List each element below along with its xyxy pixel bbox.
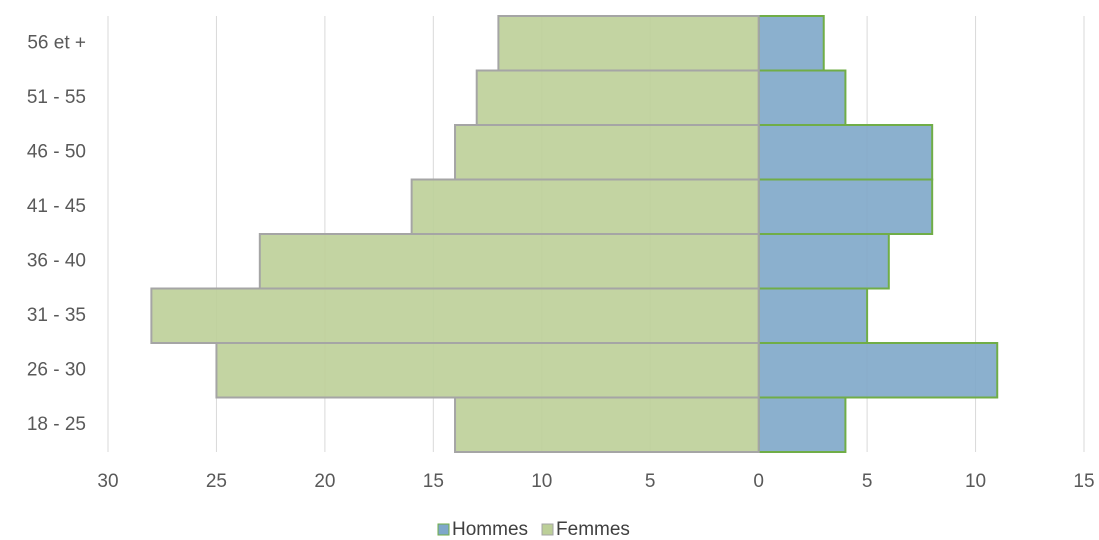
x-tick-label: 0 <box>753 471 764 492</box>
y-tick-label: 56 et + <box>27 32 86 53</box>
y-tick-label: 41 - 45 <box>27 196 86 217</box>
legend-label: Femmes <box>556 519 630 540</box>
y-tick-label: 18 - 25 <box>27 414 86 435</box>
x-tick-label: 10 <box>965 471 986 492</box>
bar <box>757 15 825 72</box>
bar <box>454 124 760 181</box>
y-tick-label: 46 - 50 <box>27 141 86 162</box>
y-tick-label: 31 - 35 <box>27 305 86 326</box>
bar <box>410 178 760 235</box>
bar <box>215 342 760 399</box>
x-tick-label: 15 <box>1073 471 1094 492</box>
x-tick-label: 5 <box>862 471 873 492</box>
x-tick-label: 30 <box>97 471 118 492</box>
bar <box>258 233 760 290</box>
bar <box>757 69 847 126</box>
bar <box>757 233 890 290</box>
x-tick-label: 15 <box>423 471 444 492</box>
y-tick-label: 36 - 40 <box>27 250 86 271</box>
bar <box>757 178 934 235</box>
bar <box>150 287 760 344</box>
bar <box>475 69 760 126</box>
bar <box>757 287 869 344</box>
y-tick-label: 26 - 30 <box>27 359 86 380</box>
x-tick-label: 5 <box>645 471 656 492</box>
x-tick-label: 25 <box>206 471 227 492</box>
bar <box>757 396 847 453</box>
bar <box>497 15 760 72</box>
bar <box>454 396 760 453</box>
x-tick-label: 10 <box>531 471 552 492</box>
x-tick-label: 20 <box>314 471 335 492</box>
legend-swatch <box>437 523 450 536</box>
y-tick-label: 51 - 55 <box>27 87 86 108</box>
bar <box>757 124 934 181</box>
legend-swatch <box>541 523 554 536</box>
legend-label: Hommes <box>452 519 528 540</box>
bar <box>757 342 999 399</box>
